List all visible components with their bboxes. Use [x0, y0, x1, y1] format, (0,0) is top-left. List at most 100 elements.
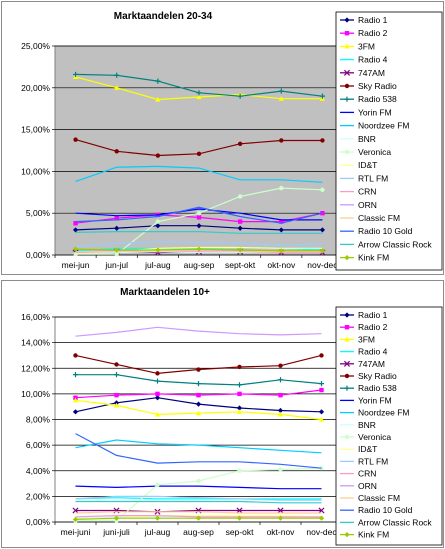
x-tick-label: aug-sep [184, 260, 215, 270]
legend-marker [344, 373, 350, 379]
legend-item: RTL FM [340, 456, 388, 466]
series-radio-10-gold [75, 433, 322, 469]
data-point [277, 407, 284, 414]
legend-label: Radio 4 [358, 55, 388, 65]
data-point [155, 391, 160, 397]
legend-label: RTL FM [358, 456, 388, 466]
legend-marker [344, 325, 350, 330]
chart-panel-bottom: Marktaandelen 10+ 0,00% 2,00% 4,00% 6,00% 8,0… [1, 280, 444, 548]
legend-marker [344, 96, 350, 102]
legend-label: Radio 10 Gold [358, 226, 413, 236]
series-noordzee-fm [75, 165, 323, 183]
legend-item: Classic FM [340, 213, 400, 223]
data-point [113, 402, 120, 408]
legend-item: Noordzee FM [340, 121, 410, 131]
x-tick-label: okt-nov [267, 527, 296, 537]
data-point [72, 227, 79, 233]
series-radio-538 [72, 71, 326, 99]
data-point [114, 392, 119, 398]
data-point [154, 378, 161, 384]
data-point [196, 94, 202, 100]
legend-label: CRN [358, 187, 376, 197]
series-rtl-fm [75, 240, 323, 248]
x-tick-label: mei-juni [61, 527, 91, 537]
data-point [318, 409, 325, 415]
x-tick-label: juni-juli [102, 527, 130, 537]
legend: Radio 1 Radio 2 3FM Radio 4 747AM Sky Radio Ra… [335, 11, 443, 271]
data-point [319, 387, 324, 393]
legend-item: Yorin FM [340, 395, 392, 405]
x-tick-label: jun-jul [104, 260, 128, 270]
data-point [155, 153, 161, 158]
legend-label: Yorin FM [358, 395, 392, 405]
series-arrow-classic-rock [75, 500, 322, 504]
data-point [279, 219, 284, 224]
data-point [72, 516, 79, 523]
legend-marker [344, 17, 350, 23]
data-point [236, 409, 243, 414]
series-sky-radio [73, 137, 325, 158]
legend-label: Kink FM [358, 530, 389, 540]
data-point [320, 138, 325, 143]
data-point [154, 395, 161, 401]
data-point [114, 251, 119, 257]
legend-label: ORN [358, 481, 377, 491]
legend-box [335, 11, 443, 271]
legend-label: Radio 538 [358, 94, 397, 104]
y-tick-label: 2,00% [26, 491, 51, 501]
legend-label: Veronica [358, 432, 391, 442]
legend-label: BNR [358, 134, 376, 144]
legend-label: Veronica [358, 147, 391, 157]
legend-label: 747AM [358, 68, 385, 78]
data-point [279, 138, 284, 143]
legend-label: Radio 1 [358, 310, 388, 320]
y-tick-label: 8,00% [26, 415, 51, 425]
data-point [195, 515, 202, 521]
series-line [75, 511, 322, 514]
data-point [196, 223, 202, 229]
legend-label: Kink FM [358, 253, 389, 263]
data-point [72, 246, 79, 252]
series-yorin-fm [75, 485, 322, 490]
legend-label: Classic FM [358, 213, 400, 223]
data-point [195, 410, 202, 416]
legend-label: Noordzee FM [358, 408, 410, 418]
y-tick-label: 14,00% [21, 338, 50, 348]
legend-item: Radio 1 [340, 310, 388, 320]
x-tick-label: sept-okt [225, 260, 256, 270]
data-point [154, 411, 161, 417]
data-point [278, 96, 284, 101]
series-rtl-fm [75, 495, 322, 501]
series-line [75, 495, 322, 501]
data-point [236, 382, 243, 388]
data-point [237, 468, 242, 473]
legend-label: Noordzee FM [358, 121, 410, 131]
legend-marker [343, 360, 351, 367]
x-tick-label: aug-sep [183, 527, 214, 537]
legend-item: Kink FM [340, 253, 389, 263]
legend-label: 3FM [358, 41, 375, 51]
legend-item: CRN [340, 187, 376, 197]
legend-label: 747AM [358, 359, 385, 369]
data-point [237, 391, 242, 397]
data-point [73, 221, 78, 226]
data-point [237, 219, 243, 224]
data-point [278, 88, 284, 94]
data-point [237, 93, 243, 99]
series-radio-1 [72, 395, 325, 415]
series-line [75, 165, 323, 183]
legend-item: ID&T [340, 444, 377, 454]
data-point [277, 377, 284, 383]
legend-item: Classic FM [340, 493, 400, 503]
legend-label: BNR [358, 420, 376, 430]
legend-marker [344, 31, 350, 36]
legend-label: ORN [358, 200, 377, 210]
data-point [196, 246, 202, 252]
x-tick-label: jul-aug [144, 527, 171, 537]
series-line [75, 240, 323, 248]
data-point [320, 187, 325, 192]
legend-item: ORN [340, 200, 377, 210]
data-point [278, 467, 283, 472]
legend-item: BNR [340, 134, 376, 144]
legend-item: CRN [340, 469, 376, 479]
